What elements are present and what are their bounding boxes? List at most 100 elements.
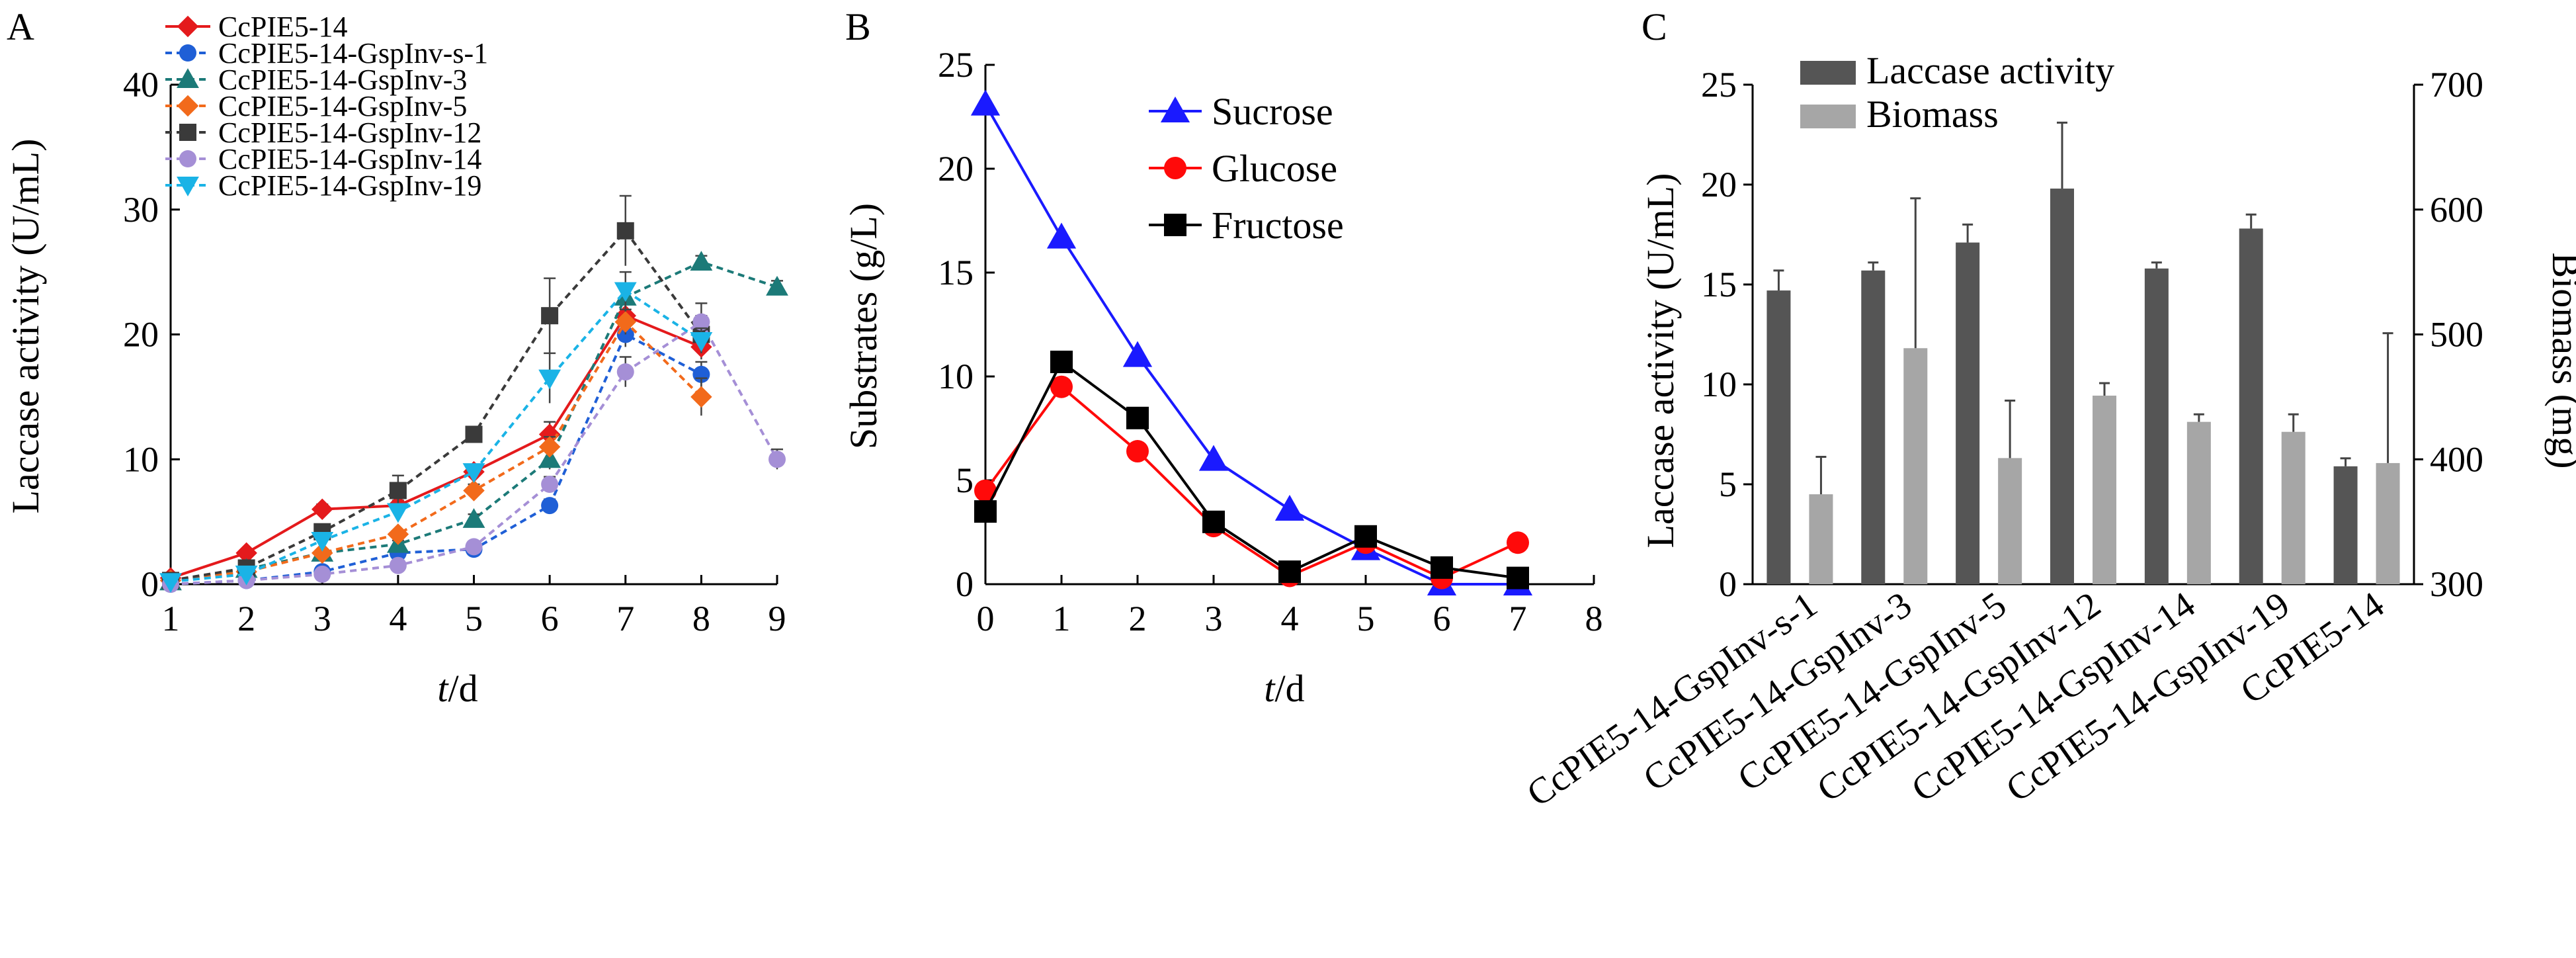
panel-b-series-line <box>984 103 1518 586</box>
panel-b-series-3 <box>974 351 1529 589</box>
panel-a-legend-label: CcPIE5-14-GspInv-3 <box>218 64 467 96</box>
panel-b-data-point <box>1431 556 1453 579</box>
panel-b-data-point <box>1050 375 1073 398</box>
panel-a-series-line <box>170 314 702 580</box>
panel-a-data-point <box>614 311 636 333</box>
panel-a-legend-label: CcPIE5-14-GspInv-19 <box>218 169 481 202</box>
panel-a-data-point <box>541 307 559 325</box>
panel-c-legend-swatch <box>1800 61 1856 85</box>
panel-a-data-point <box>690 386 712 408</box>
panel-a-x-tick-label: 9 <box>769 599 786 638</box>
panel-c-bar-biomass <box>2093 395 2116 584</box>
panel-b-legend-marker <box>1164 157 1186 179</box>
panel-a-legend: CcPIE5-14CcPIE5-14-GspInv-s-1CcPIE5-14-G… <box>165 11 488 202</box>
panel-a-x-tick-label: 8 <box>692 599 710 638</box>
panel-a-legend-label: CcPIE5-14 <box>218 11 348 43</box>
panel-a-data-point <box>311 531 334 552</box>
panel-b-x-tick-label: 3 <box>1205 599 1223 638</box>
panel-b-data-point <box>1126 440 1149 463</box>
panel-b-data-point <box>1354 525 1377 548</box>
panel-a-data-point <box>614 282 637 302</box>
panel-a-x-tick-label: 1 <box>162 599 180 638</box>
panel-b-y-tick-label: 15 <box>938 253 974 292</box>
panel-a-series-7 <box>159 271 713 593</box>
panel-c-y-tick-label: 25 <box>1701 65 1737 105</box>
panel-b-x-tick-label: 6 <box>1433 599 1451 638</box>
panel-c-bar-biomass <box>2281 431 2306 584</box>
panel-b-series-line <box>984 360 1518 580</box>
panel-b-data-point <box>1126 406 1149 429</box>
panel-b-y-axis-label: Substrates (g/L) <box>842 203 885 449</box>
panel-b-chart: 0 5 10 15 20 25 0 1 2 3 4 5 6 7 8 Sucrose Glucose Fructo… <box>842 45 1603 710</box>
panel-a-legend-marker <box>179 124 196 141</box>
panel-a-series-line <box>170 288 702 584</box>
panel-label-c: C <box>1641 5 1667 48</box>
panel-b-y-tick-label: 5 <box>956 460 974 500</box>
panel-b-x-tick-label: 1 <box>1053 599 1071 638</box>
panel-a-legend-label: CcPIE5-14-GspInv-12 <box>218 116 481 149</box>
panel-b-data-point <box>1198 445 1229 471</box>
panel-a-x-tick-label: 4 <box>389 599 407 638</box>
panel-label-a: A <box>7 5 34 48</box>
panel-a-x-tick-label: 5 <box>465 599 483 638</box>
panel-a-y-tick-label: 30 <box>123 190 159 230</box>
panel-b-y-tick-label: 10 <box>938 357 974 396</box>
panel-b-data-point <box>1274 494 1305 521</box>
panel-a-data-point <box>387 523 409 545</box>
panel-b-series-line <box>984 384 1518 580</box>
panel-b-y-tick-label: 25 <box>938 45 974 85</box>
panel-c-y2-tick-label: 700 <box>2430 65 2483 105</box>
panel-c-bar-biomass <box>2186 421 2211 584</box>
panel-b-y-tick-label: 0 <box>956 564 974 604</box>
panel-a-data-point <box>541 497 559 515</box>
panel-b-x-axis-label: t/d <box>1264 667 1304 710</box>
panel-a-y-tick-label: 10 <box>123 439 159 479</box>
panel-c-bar-laccase <box>1861 270 1886 584</box>
panel-b-y-tick-label: 20 <box>938 149 974 189</box>
panel-a-legend-label: CcPIE5-14-GspInv-5 <box>218 90 467 122</box>
panel-a-x-tick-label: 6 <box>541 599 559 638</box>
panel-c-bar-biomass <box>2376 462 2400 584</box>
panel-b-data-point <box>974 500 997 523</box>
panel-a-x-axis-label: t/d <box>437 667 478 710</box>
panel-b-legend-marker <box>1160 96 1190 122</box>
panel-a-y-tick-label: 40 <box>123 65 159 105</box>
panel-a-data-point <box>235 542 257 564</box>
panel-c-bar-laccase <box>2144 268 2169 584</box>
panel-c-bar-laccase <box>1956 242 1980 585</box>
panel-c-bar-laccase <box>2239 228 2263 584</box>
panel-a-legend-marker <box>177 68 199 88</box>
panel-c-y2-axis-label: Biomass (mg) <box>2544 252 2576 468</box>
panel-b-legend: Sucrose Glucose Fructose <box>1149 90 1344 247</box>
panel-a-data-point <box>159 573 182 593</box>
panel-a-y-tick-label: 20 <box>123 315 159 355</box>
panel-a-series-line <box>170 320 702 582</box>
panel-a-legend-marker <box>177 95 199 117</box>
panel-a-data-point <box>538 448 561 468</box>
panel-c-bar-laccase <box>1766 290 1791 584</box>
panel-b-legend-marker <box>1164 214 1186 236</box>
panel-a-data-point <box>389 482 407 500</box>
panel-c-y2-tick-label: 300 <box>2430 564 2483 604</box>
panel-a-x-tick-label: 7 <box>616 599 634 638</box>
panel-b-data-point <box>1050 351 1073 374</box>
panel-a-data-point <box>389 556 407 574</box>
panel-a-data-point <box>538 369 561 390</box>
panel-a-legend-label: CcPIE5-14-GspInv-14 <box>218 143 481 175</box>
panel-c-bar-biomass <box>1998 458 2022 584</box>
panel-c-y-tick-label: 10 <box>1701 365 1737 404</box>
panel-a-data-point <box>616 222 634 240</box>
panel-a-x-tick-label: 2 <box>237 599 255 638</box>
panel-a-data-point <box>312 498 333 520</box>
panel-b-data-point <box>1507 566 1529 589</box>
panel-c-legend-swatch <box>1800 105 1856 128</box>
panel-c-bar-biomass <box>1903 348 1928 584</box>
panel-a-data-point <box>386 503 409 523</box>
panel-a-data-point <box>769 451 786 468</box>
panel-a-data-point <box>690 331 713 352</box>
panel-a-x-tick-label: 3 <box>313 599 331 638</box>
panel-a-data-point <box>313 565 331 583</box>
